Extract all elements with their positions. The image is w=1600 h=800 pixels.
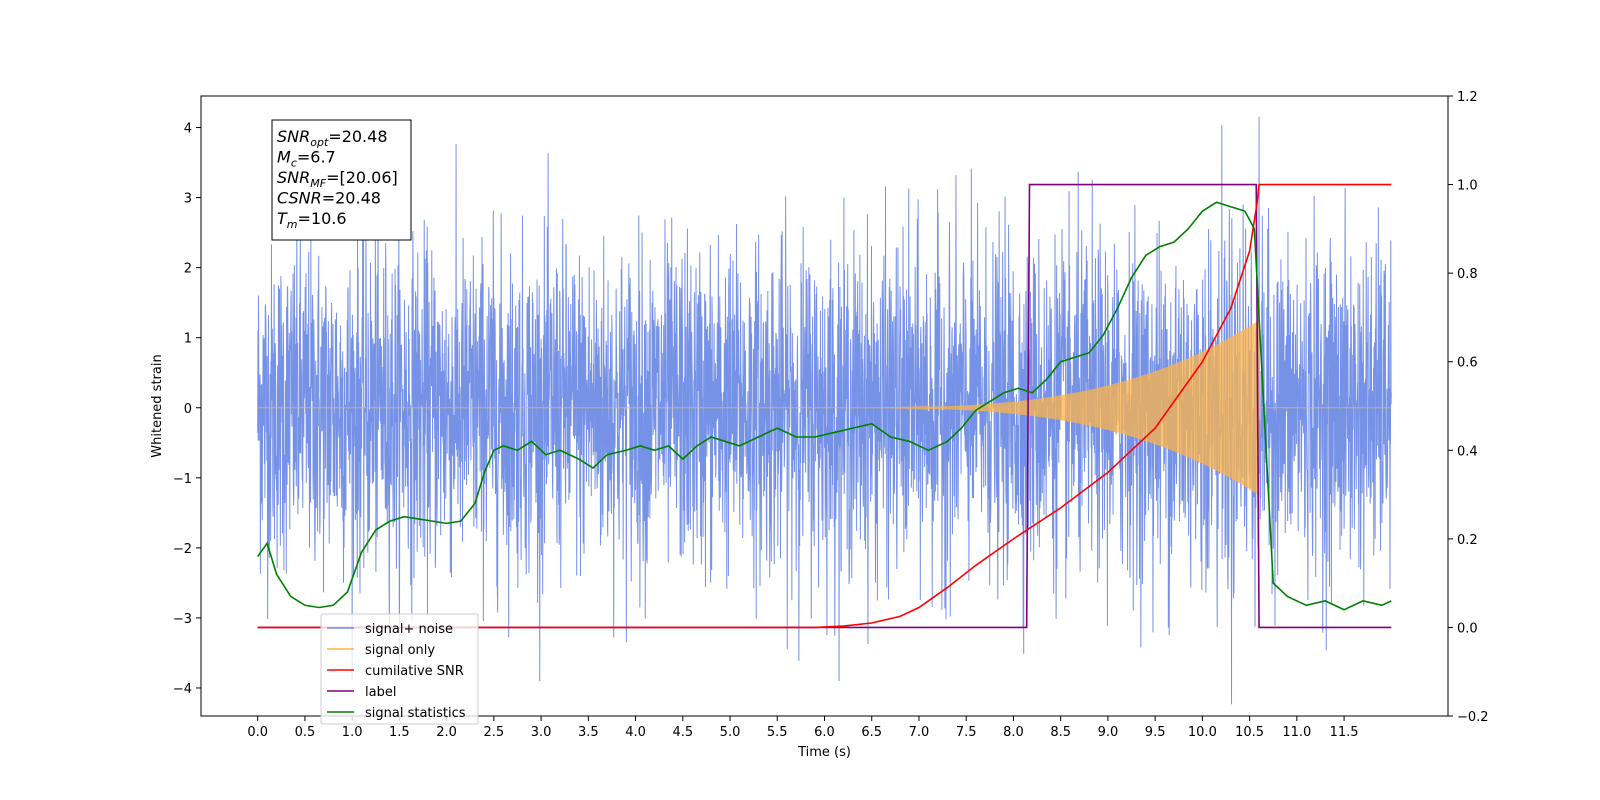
annotation-line: Tm=10.6 [277,209,347,231]
y-left-tick-label: 4 [184,122,192,137]
x-tick-label: 1.5 [389,725,410,740]
signal-only-series [257,320,1392,496]
x-tick-label: 9.5 [1145,725,1166,740]
y-left-tick-label: 2 [184,262,192,277]
y-axis-left: 4 3 2 1 0 −1 −2 −3 −4 [173,122,201,697]
x-tick-label: 1.0 [342,725,363,740]
x-tick-label: 3.0 [531,725,552,740]
y-left-tick-label: 3 [184,192,192,207]
legend-label: signal only [365,643,435,658]
label-line [257,183,1392,629]
x-tick-label: 10.0 [1188,725,1217,740]
legend-frame [320,613,479,725]
legend-label: label [365,685,396,700]
y-left-tick-label: 0 [184,402,192,417]
y-axis-title: Whitened strain [150,354,165,457]
x-tick-label: 0.0 [247,725,268,740]
y-right-tick-label: 1.0 [1457,179,1478,194]
x-tick-label: 11.5 [1330,725,1359,740]
x-tick-label: 2.0 [436,725,457,740]
y-right-tick-label: 0.2 [1457,533,1478,548]
y-left-tick-label: −4 [173,682,192,697]
y-right-tick-label: 0.8 [1457,267,1478,282]
annotation-box: SNRopt=20.48Mc=6.7SNRMF=[20.06]CSNR=20.4… [271,119,412,241]
annotation-line: SNRopt=20.48 [277,127,388,149]
x-tick-label: 8.0 [1003,725,1024,740]
legend-label: signal statistics [365,706,466,721]
y-right-tick-label: 0.6 [1457,356,1478,371]
legend-label: cumilative SNR [365,664,464,679]
x-tick-label: 2.5 [484,725,505,740]
x-tick-label: 11.0 [1282,725,1311,740]
x-tick-label: 7.5 [956,725,977,740]
x-tick-label: 3.5 [578,725,599,740]
annotation-line: Mc=6.7 [277,148,336,170]
y-axis-right: 1.2 1.0 0.8 0.6 0.4 0.2 0.0 −0.2 [1448,90,1489,725]
legend-label: signal+ noise [365,622,453,637]
right-axis-series [257,183,1392,629]
y-right-tick-label: 0.0 [1457,621,1478,636]
x-tick-label: 10.5 [1235,725,1264,740]
x-tick-label: 4.0 [625,725,646,740]
x-tick-label: 7.0 [909,725,930,740]
x-tick-label: 0.5 [295,725,316,740]
x-tick-label: 8.5 [1050,725,1071,740]
annotation-line: CSNR=20.48 [277,189,381,208]
y-right-tick-label: 0.4 [1457,444,1478,459]
signal-statistics-line [257,201,1392,611]
y-right-tick-label: −0.2 [1457,710,1489,725]
y-left-tick-label: 1 [184,332,192,347]
annotation-frame [271,119,412,241]
x-tick-label: 5.0 [720,725,741,740]
x-tick-label: 9.0 [1098,725,1119,740]
x-tick-label: 6.0 [814,725,835,740]
signal-only-line [257,320,1392,496]
x-tick-label: 5.5 [767,725,788,740]
y-left-tick-label: −2 [173,542,192,557]
cumilative-snr-line [257,183,1392,629]
y-left-tick-label: −3 [173,612,192,627]
y-right-tick-label: 1.2 [1457,90,1478,105]
annotation-line: SNRMF=[20.06] [277,168,398,190]
x-axis-title: Time (s) [797,745,851,760]
legend: signal+ noise signal only cumilative SNR la… [320,613,479,725]
x-tick-label: 4.5 [672,725,693,740]
y-left-tick-label: −1 [173,472,192,487]
x-axis: 0.0 0.5 1.0 1.5 2.0 2.5 3.0 3.5 4.0 4.5 5.0 5.5 6.0 6… [247,716,1359,740]
x-tick-label: 6.5 [861,725,882,740]
